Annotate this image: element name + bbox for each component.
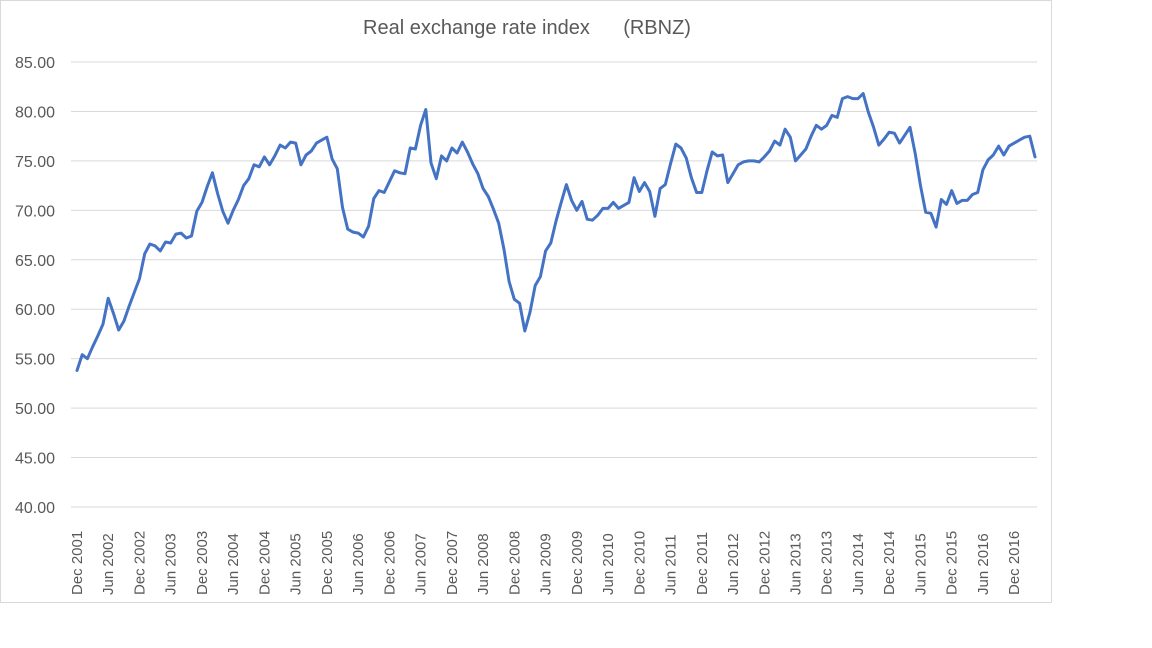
x-tick-label: Jun 2010 bbox=[600, 533, 617, 595]
x-tick-label: Dec 2015 bbox=[944, 531, 961, 595]
x-tick-label: Dec 2012 bbox=[756, 531, 773, 595]
x-tick-label: Dec 2010 bbox=[631, 531, 648, 595]
x-tick-label: Dec 2004 bbox=[256, 531, 273, 595]
y-tick-label: 45.00 bbox=[15, 451, 55, 468]
x-tick-label: Dec 2008 bbox=[506, 531, 523, 595]
x-tick-label: Jun 2014 bbox=[850, 533, 867, 595]
x-tick-label: Dec 2014 bbox=[881, 531, 898, 595]
y-axis-ticks: 40.00 45.00 50.00 55.00 60.00 65.00 70.00 75.00… bbox=[15, 55, 55, 517]
x-tick-label: Dec 2002 bbox=[131, 531, 148, 595]
y-tick-label: 75.00 bbox=[15, 154, 55, 171]
x-tick-label: Jun 2013 bbox=[788, 533, 805, 595]
x-tick-label: Jun 2008 bbox=[475, 533, 492, 595]
x-tick-label: Jun 2011 bbox=[663, 534, 680, 595]
x-tick-label: Jun 2007 bbox=[413, 533, 430, 595]
x-tick-label: Dec 2009 bbox=[569, 531, 586, 595]
chart-area: Real exchange rate index (RBNZ) 40.00 45.… bbox=[0, 0, 1052, 603]
chart-title: Real exchange rate index (RBNZ) bbox=[363, 17, 691, 39]
x-tick-label: Dec 2007 bbox=[444, 531, 461, 595]
x-tick-label: Dec 2011 bbox=[694, 532, 711, 595]
x-tick-label: Dec 2006 bbox=[381, 531, 398, 595]
x-tick-label: Dec 2001 bbox=[69, 531, 86, 595]
x-tick-label: Dec 2003 bbox=[194, 531, 211, 595]
series-layer bbox=[75, 92, 1037, 372]
x-tick-label: Dec 2016 bbox=[1006, 531, 1023, 595]
y-tick-label: 65.00 bbox=[15, 253, 55, 270]
x-tick-label: Jun 2009 bbox=[538, 533, 555, 595]
line-chart: Real exchange rate index (RBNZ) 40.00 45.… bbox=[15, 17, 1037, 595]
x-axis-ticks: Dec 2001 Jun 2002 Dec 2002 Jun 2003 Dec 2003… bbox=[69, 531, 1023, 595]
x-tick-label: Jun 2016 bbox=[975, 533, 992, 595]
x-tick-label: Jun 2005 bbox=[288, 533, 305, 595]
y-tick-label: 55.00 bbox=[15, 352, 55, 369]
y-tick-label: 40.00 bbox=[15, 500, 55, 517]
x-tick-label: Jun 2015 bbox=[912, 533, 929, 595]
x-tick-label: Jun 2012 bbox=[725, 533, 742, 595]
y-tick-label: 80.00 bbox=[15, 104, 55, 121]
x-tick-label: Jun 2004 bbox=[225, 533, 242, 595]
x-tick-label: Dec 2013 bbox=[819, 531, 836, 595]
y-tick-label: 85.00 bbox=[15, 55, 55, 72]
x-tick-label: Jun 2003 bbox=[163, 533, 180, 595]
series-line bbox=[75, 92, 1037, 372]
y-tick-label: 70.00 bbox=[15, 203, 55, 220]
y-tick-label: 50.00 bbox=[15, 401, 55, 418]
x-tick-label: Dec 2005 bbox=[319, 531, 336, 595]
x-tick-label: Jun 2002 bbox=[100, 533, 117, 595]
y-tick-label: 60.00 bbox=[15, 302, 55, 319]
gridlines bbox=[71, 61, 1037, 508]
x-tick-label: Jun 2006 bbox=[350, 533, 367, 595]
